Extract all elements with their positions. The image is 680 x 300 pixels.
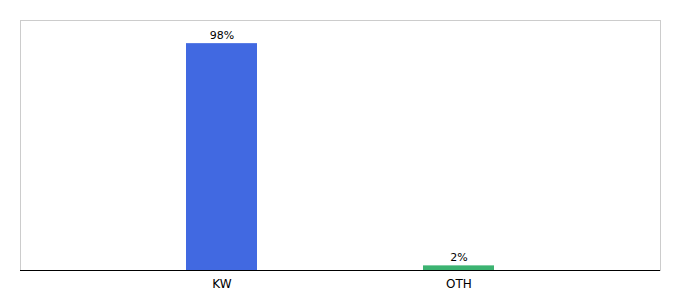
svg-text:2%: 2% bbox=[450, 251, 467, 264]
svg-text:98%: 98% bbox=[210, 29, 234, 42]
svg-text:KW: KW bbox=[212, 277, 231, 291]
svg-text:OTH: OTH bbox=[446, 277, 472, 291]
